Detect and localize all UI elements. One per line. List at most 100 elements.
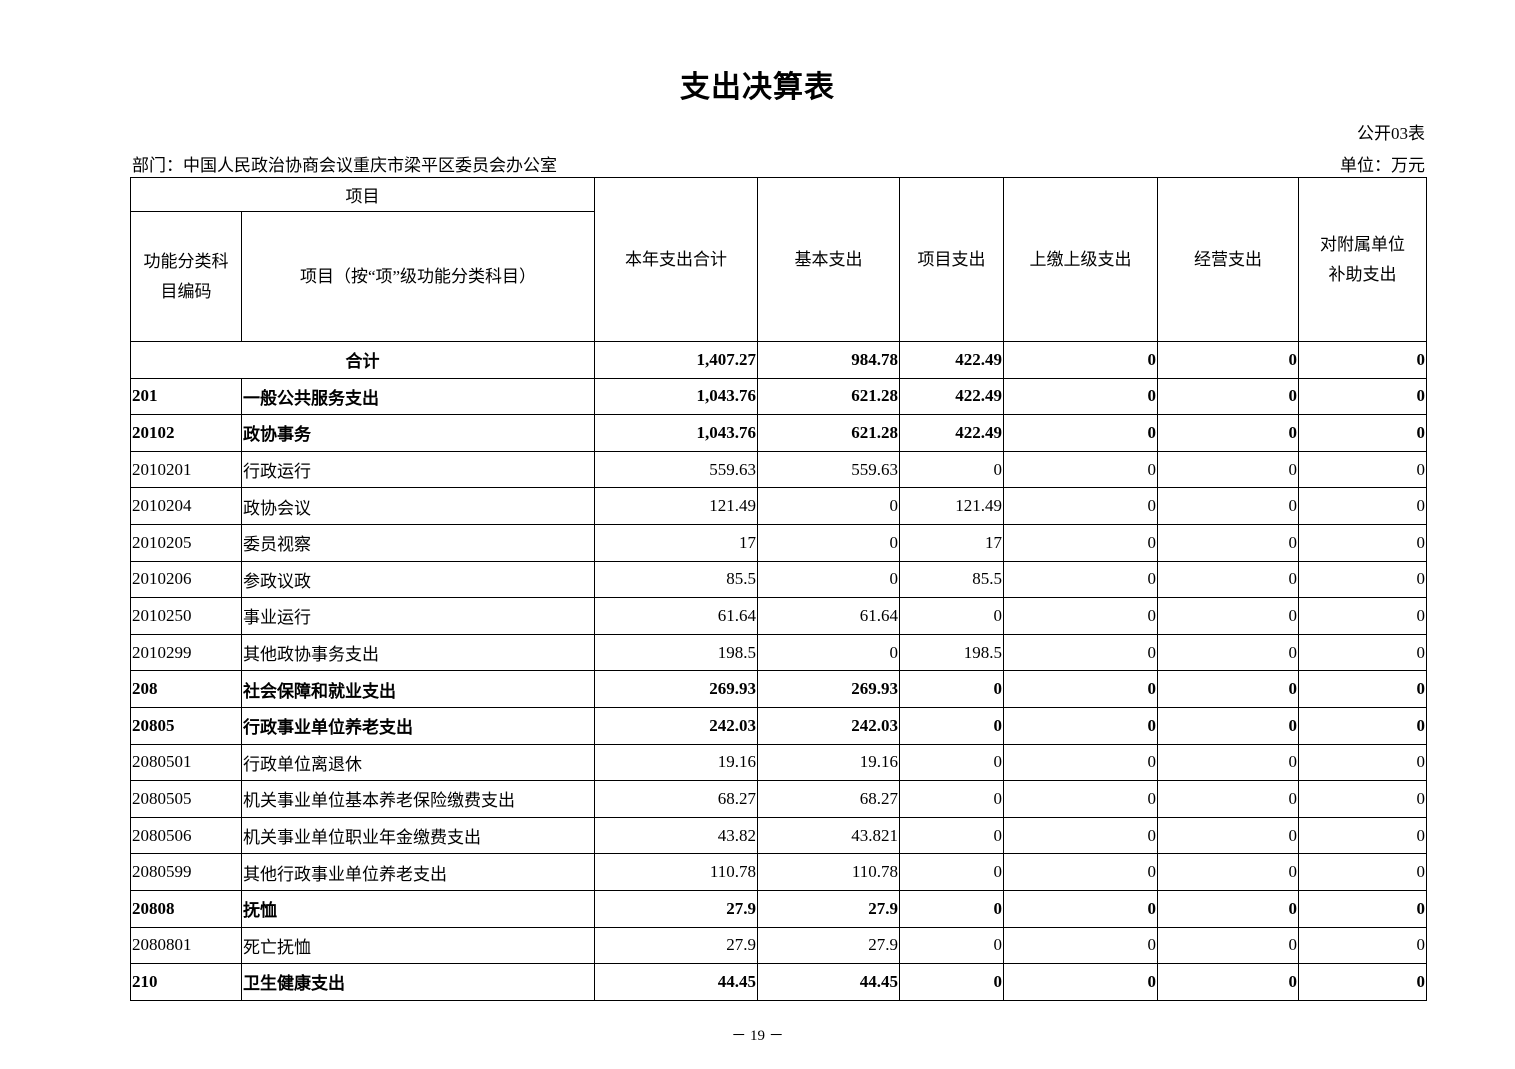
row-value: 0 [1298,597,1427,635]
row-value: 0 [1157,523,1299,562]
total-cell: 1,407.27 [594,341,758,379]
total-cell: 422.49 [899,341,1004,379]
row-code: 2010206 [130,560,242,599]
table-row: 2080801 死亡抚恤 27.9 27.9 0 0 0 0 [130,926,1427,965]
row-value: 0 [899,706,1004,745]
row-value: 621.28 [757,377,900,416]
table-row: 2010204 政协会议 121.49 0 121.49 0 0 0 [130,487,1427,525]
row-code: 210 [130,963,242,1001]
table-row: 2010299 其他政协事务支出 198.5 0 198.5 0 0 0 [130,633,1427,672]
row-value: 422.49 [899,414,1004,452]
row-value: 0 [1298,926,1427,965]
table-row: 201 一般公共服务支出 1,043.76 621.28 422.49 0 0 0 [130,377,1427,416]
header-upper: 上缴上级支出 [1003,177,1158,342]
row-name: 行政单位离退休 [241,743,595,782]
row-code: 208 [130,670,242,708]
row-value: 0 [1003,853,1158,891]
row-value: 0 [1003,780,1158,818]
table-row: 2080505 机关事业单位基本养老保险缴费支出 68.27 68.27 0 0 0 0 [130,780,1427,818]
row-name: 其他行政事业单位养老支出 [241,853,595,891]
row-value: 0 [1298,487,1427,525]
row-value: 85.5 [594,560,758,599]
row-value: 0 [1003,414,1158,452]
row-value: 0 [757,523,900,562]
header-basic: 基本支出 [757,177,900,342]
row-value: 0 [1298,963,1427,1001]
row-value: 27.9 [594,889,758,928]
row-value: 0 [1003,889,1158,928]
table-row: 2010206 参政议政 85.5 0 85.5 0 0 0 [130,560,1427,599]
row-value: 0 [1003,963,1158,1001]
page-number: － 19 － [731,1028,784,1044]
row-value: 0 [1157,706,1299,745]
row-value: 0 [1003,670,1158,708]
row-value: 44.45 [757,963,900,1001]
total-cell: 0 [1157,341,1299,379]
row-value: 0 [1298,706,1427,745]
row-name: 机关事业单位基本养老保险缴费支出 [241,780,595,818]
row-value: 198.5 [899,633,1004,672]
row-value: 0 [1298,889,1427,928]
row-value: 0 [1157,889,1299,928]
row-value: 0 [1003,487,1158,525]
row-code: 20805 [130,706,242,745]
row-value: 19.16 [757,743,900,782]
row-value: 0 [757,633,900,672]
row-value: 110.78 [757,853,900,891]
header-subsidy: 对附属单位补助支出 [1298,177,1427,342]
row-value: 559.63 [757,450,900,489]
row-code: 2010204 [130,487,242,525]
table-row: 2080506 机关事业单位职业年金缴费支出 43.82 43.821 0 0 0 0 [130,816,1427,855]
row-value: 0 [899,963,1004,1001]
row-name: 行政事业单位养老支出 [241,706,595,745]
row-value: 0 [1298,816,1427,855]
total-row: 合计 1,407.27 984.78 422.49 0 0 0 [130,341,1427,379]
row-value: 0 [899,450,1004,489]
row-value: 17 [594,523,758,562]
row-name: 委员视察 [241,523,595,562]
header-name: 项目（按“项”级功能分类科目） [241,211,595,342]
header-code: 功能分类科目编码 [130,211,242,342]
row-code: 2080599 [130,853,242,891]
row-value: 0 [1298,743,1427,782]
row-value: 0 [1157,743,1299,782]
row-name: 行政运行 [241,450,595,489]
row-value: 0 [1157,414,1299,452]
row-name: 参政议政 [241,560,595,599]
row-code: 2080501 [130,743,242,782]
row-value: 0 [899,816,1004,855]
department-label: 部门：中国人民政治协商会议重庆市梁平区委员会办公室 [132,156,557,175]
row-value: 61.64 [594,597,758,635]
row-value: 68.27 [757,780,900,818]
row-value: 559.63 [594,450,758,489]
page-title: 支出决算表 [680,71,835,104]
row-value: 0 [1298,670,1427,708]
row-value: 110.78 [594,853,758,891]
row-value: 0 [757,487,900,525]
table-row: 210 卫生健康支出 44.45 44.45 0 0 0 0 [130,963,1427,1001]
row-value: 0 [1003,597,1158,635]
row-value: 0 [1298,377,1427,416]
total-cell: 984.78 [757,341,900,379]
table-row: 20805 行政事业单位养老支出 242.03 242.03 0 0 0 0 [130,706,1427,745]
row-value: 43.82 [594,816,758,855]
row-value: 0 [1003,743,1158,782]
table-row: 2080501 行政单位离退休 19.16 19.16 0 0 0 0 [130,743,1427,782]
row-name: 一般公共服务支出 [241,377,595,416]
row-name: 其他政协事务支出 [241,633,595,672]
row-value: 0 [1157,633,1299,672]
row-value: 0 [1003,706,1158,745]
row-value: 0 [899,743,1004,782]
row-value: 0 [1298,780,1427,818]
row-value: 0 [757,560,900,599]
expenditure-table: 项目 本年支出合计 基本支出 项目支出 上缴上级支出 经营支出 对附属单位补助支… [130,177,1427,1001]
row-value: 0 [1157,450,1299,489]
row-value: 0 [1157,780,1299,818]
row-value: 0 [899,926,1004,965]
row-value: 0 [899,889,1004,928]
row-value: 1,043.76 [594,377,758,416]
row-value: 68.27 [594,780,758,818]
row-code: 2010201 [130,450,242,489]
row-value: 0 [899,853,1004,891]
row-code: 2080505 [130,780,242,818]
